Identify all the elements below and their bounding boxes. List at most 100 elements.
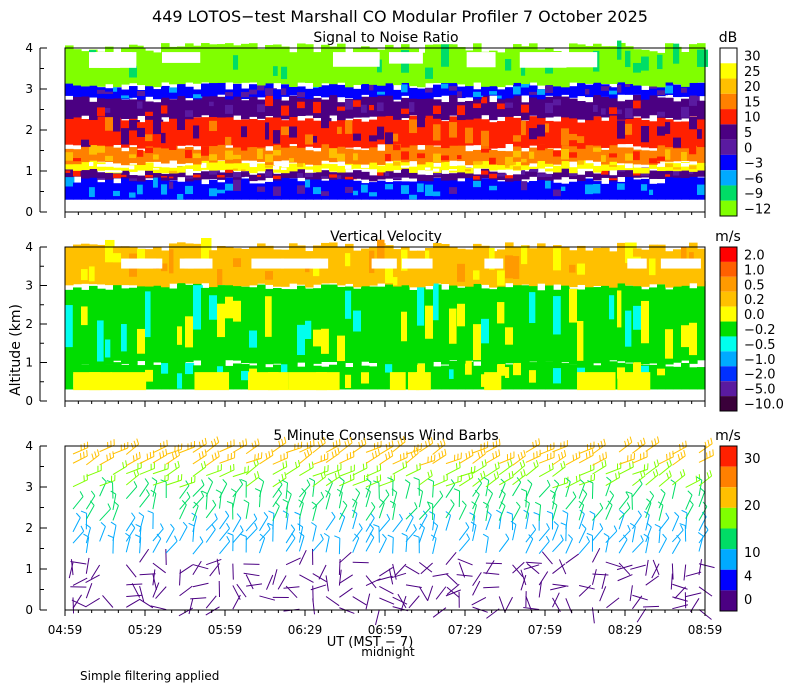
- wind-barb: [339, 478, 355, 487]
- wind-barb-feather: [355, 488, 361, 494]
- wind-barb: [125, 517, 136, 532]
- wind-barb-feather: [666, 461, 670, 468]
- data-cell: [577, 372, 616, 391]
- data-streak: [89, 162, 94, 167]
- wind-barb-feather: [520, 471, 523, 478]
- wind-barb: [205, 504, 217, 519]
- data-cell: [113, 281, 122, 361]
- x-tick-label: 08:29: [608, 623, 643, 637]
- data-cell: [385, 169, 394, 179]
- data-cell: [585, 286, 594, 364]
- wind-barb-feather: [535, 459, 539, 466]
- wind-barb: [658, 475, 672, 487]
- wind-barb-feather: [337, 447, 340, 454]
- data-streak: [313, 329, 325, 347]
- wind-barb: [685, 592, 702, 598]
- data-cell: [337, 84, 346, 98]
- wind-barb-feather: [524, 499, 530, 504]
- wind-barb-feather: [523, 449, 526, 457]
- wind-barb: [523, 564, 540, 570]
- wind-barb-feather: [678, 444, 681, 451]
- data-streak: [393, 277, 398, 286]
- data-streak: [457, 105, 467, 116]
- colorbar-label: 0.5: [744, 278, 765, 293]
- wind-barb-feather: [174, 451, 178, 458]
- wind-barb: [272, 457, 288, 465]
- data-cell: [73, 96, 82, 118]
- wind-barb: [418, 507, 431, 520]
- data-cell: [353, 180, 362, 200]
- wind-barb-feather: [697, 532, 704, 537]
- data-streak: [537, 173, 547, 178]
- data-cell: [465, 85, 474, 98]
- wind-barb: [245, 476, 260, 487]
- wind-barb: [538, 485, 551, 498]
- data-streak: [313, 264, 320, 277]
- wind-barb: [205, 481, 214, 497]
- wind-barb-feather: [505, 533, 510, 540]
- wind-barb: [352, 467, 368, 476]
- data-streak: [113, 170, 123, 173]
- data-streak: [145, 369, 155, 382]
- wind-barb-feather: [109, 452, 112, 459]
- data-streak: [441, 44, 453, 67]
- wind-barb: [266, 574, 274, 590]
- data-streak: [553, 248, 563, 271]
- wind-barb: [68, 562, 74, 579]
- data-cell: [681, 142, 690, 161]
- wind-barb: [552, 466, 566, 477]
- wind-barb-feather: [572, 491, 577, 498]
- wind-barb: [658, 505, 664, 521]
- data-cell: [65, 177, 74, 200]
- data-streak: [417, 183, 424, 193]
- wind-barb: [432, 481, 435, 498]
- wind-barb: [379, 597, 395, 605]
- data-cell: [241, 142, 250, 161]
- data-cell: [81, 93, 90, 116]
- wind-barb-feather: [132, 455, 135, 462]
- data-cell: [225, 43, 234, 83]
- data-streak: [569, 264, 576, 273]
- data-cell: [321, 170, 330, 179]
- wind-barb-feather: [268, 451, 271, 458]
- data-streak: [273, 130, 281, 144]
- wind-barb-feather: [427, 471, 430, 478]
- wind-barb-feather: [227, 532, 234, 536]
- wind-barb: [72, 577, 88, 586]
- data-cell: [369, 286, 378, 364]
- wind-barb-feather: [482, 533, 489, 538]
- data-streak: [401, 311, 408, 342]
- data-cell: [201, 83, 210, 97]
- data-cell: [225, 160, 234, 170]
- data-cell: [433, 178, 442, 200]
- data-streak: [545, 85, 555, 93]
- data-streak: [569, 288, 579, 323]
- wind-barb-feather: [80, 510, 87, 514]
- data-streak: [281, 105, 291, 116]
- data-cell: [601, 96, 610, 118]
- data-streak: [345, 120, 353, 134]
- wind-barb: [298, 549, 307, 565]
- data-cell: [585, 115, 594, 146]
- data-cell: [577, 174, 586, 182]
- wind-barb: [418, 515, 428, 530]
- wind-barb: [312, 476, 326, 487]
- data-streak: [185, 176, 197, 179]
- wind-barb: [698, 506, 708, 521]
- data-streak: [321, 328, 329, 354]
- wind-barb-feather: [523, 509, 529, 514]
- colorbar-swatch: [720, 306, 737, 322]
- wind-barb-feather: [366, 478, 372, 483]
- data-streak: [425, 305, 434, 339]
- data-streak: [673, 167, 685, 170]
- data-cell: [665, 176, 674, 200]
- wind-barb: [299, 574, 314, 583]
- data-streak: [417, 153, 428, 159]
- y-tick-label: 3: [25, 279, 33, 293]
- data-cell: [289, 178, 298, 200]
- data-cell: [369, 119, 378, 148]
- data-cell: [513, 281, 522, 361]
- wind-barb: [378, 538, 387, 554]
- wind-barb: [245, 518, 258, 532]
- wind-barb: [645, 474, 659, 486]
